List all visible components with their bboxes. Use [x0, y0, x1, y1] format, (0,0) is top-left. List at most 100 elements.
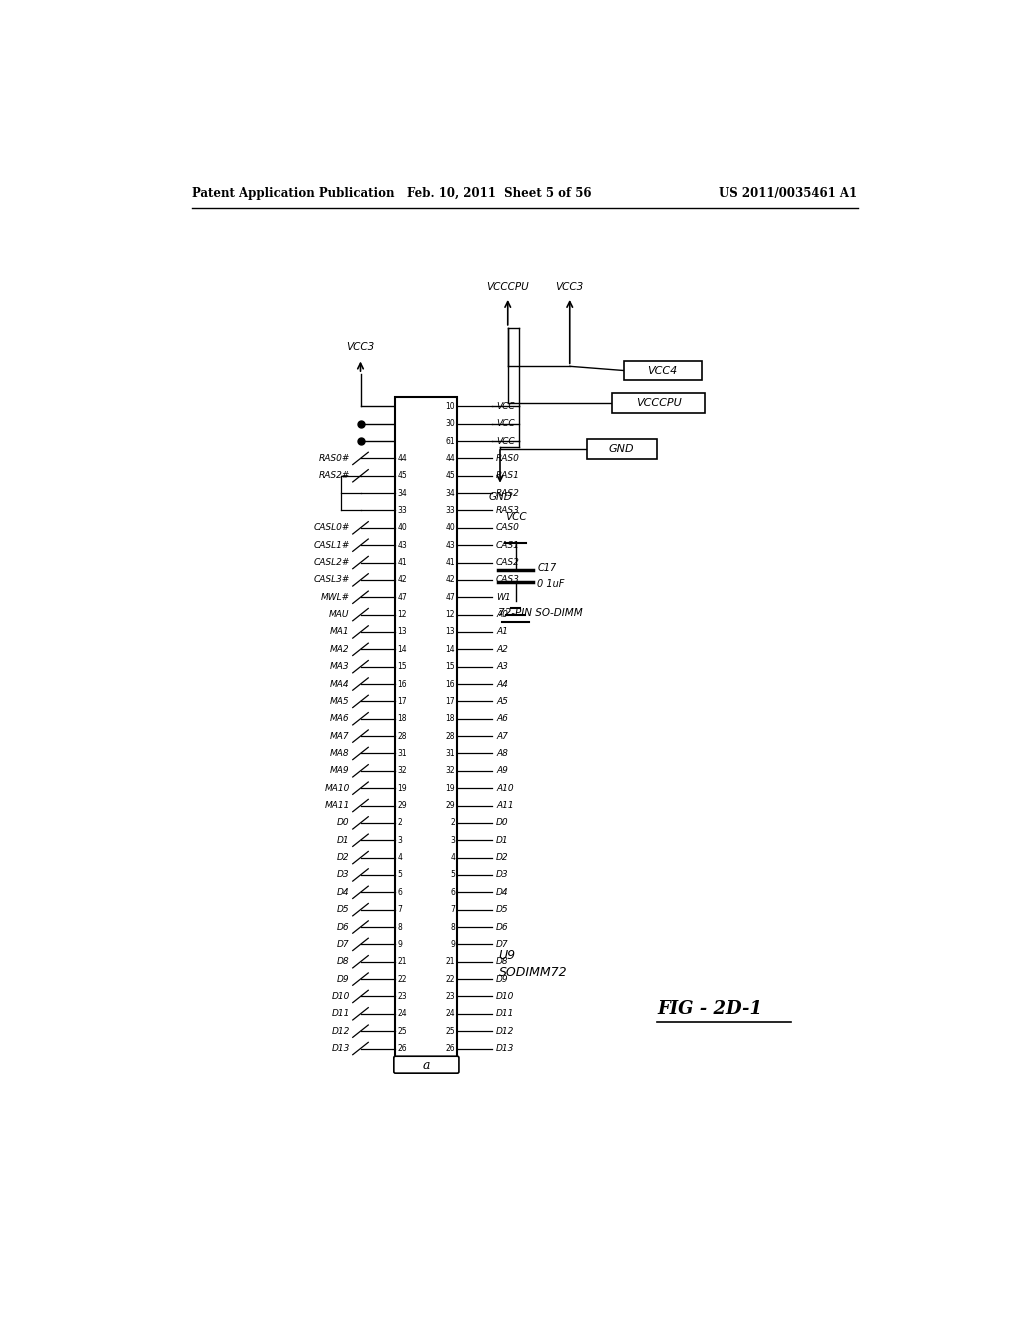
Text: MA4: MA4	[330, 680, 349, 689]
Text: 4: 4	[397, 853, 402, 862]
Text: MA1: MA1	[330, 627, 349, 636]
Text: 17: 17	[397, 697, 408, 706]
Text: SODIMM72: SODIMM72	[499, 966, 567, 979]
Text: D1: D1	[496, 836, 509, 845]
Text: VCC: VCC	[496, 420, 515, 428]
Text: 0 1uF: 0 1uF	[538, 579, 564, 589]
Text: 8: 8	[451, 923, 455, 932]
Text: 32: 32	[397, 767, 408, 775]
Bar	[587, 440, 656, 459]
Text: 22: 22	[445, 974, 455, 983]
Text: 41: 41	[445, 558, 455, 568]
Text: CASL2#: CASL2#	[313, 558, 349, 568]
Text: 33: 33	[445, 506, 455, 515]
Text: RAS2: RAS2	[496, 488, 520, 498]
Text: D6: D6	[496, 923, 509, 932]
Text: 29: 29	[397, 801, 408, 810]
Text: 33: 33	[397, 506, 408, 515]
Text: 13: 13	[445, 627, 455, 636]
Text: 4: 4	[451, 853, 455, 862]
Text: 29: 29	[445, 801, 455, 810]
Text: 21: 21	[397, 957, 408, 966]
Text: D8: D8	[496, 957, 509, 966]
Text: 25: 25	[445, 1027, 455, 1036]
Text: VCC: VCC	[496, 437, 515, 446]
Text: 6: 6	[451, 888, 455, 896]
Text: D12: D12	[496, 1027, 514, 1036]
Text: D4: D4	[496, 888, 509, 896]
Text: 25: 25	[397, 1027, 408, 1036]
Text: D0: D0	[496, 818, 509, 828]
Text: A10: A10	[496, 784, 514, 793]
Text: 44: 44	[445, 454, 455, 463]
Text: 26: 26	[445, 1044, 455, 1053]
Text: A0: A0	[496, 610, 508, 619]
Text: VCCCPU: VCCCPU	[486, 282, 529, 293]
Text: 17: 17	[445, 697, 455, 706]
Text: MA5: MA5	[330, 697, 349, 706]
Text: 15: 15	[397, 663, 408, 671]
Text: RAS0#: RAS0#	[318, 454, 349, 463]
Text: CAS1: CAS1	[496, 541, 520, 549]
Text: 2: 2	[397, 818, 402, 828]
Text: D13: D13	[496, 1044, 514, 1053]
Text: MA10: MA10	[325, 784, 349, 793]
Text: MAU: MAU	[329, 610, 349, 619]
Text: 21: 21	[445, 957, 455, 966]
Text: MA6: MA6	[330, 714, 349, 723]
Text: 15: 15	[445, 663, 455, 671]
Text: A1: A1	[496, 627, 508, 636]
Text: 34: 34	[397, 488, 408, 498]
Text: D2: D2	[496, 853, 509, 862]
Text: A8: A8	[496, 748, 508, 758]
Text: D10: D10	[332, 991, 349, 1001]
Text: 30: 30	[445, 420, 455, 428]
Text: MA8: MA8	[330, 748, 349, 758]
Text: 14: 14	[445, 645, 455, 653]
Text: D11: D11	[496, 1010, 514, 1018]
Text: 14: 14	[397, 645, 408, 653]
Text: 8: 8	[397, 923, 402, 932]
Bar	[612, 393, 706, 412]
Text: 31: 31	[397, 748, 408, 758]
Text: D1: D1	[337, 836, 349, 845]
Text: 12: 12	[397, 610, 408, 619]
Text: D13: D13	[332, 1044, 349, 1053]
Text: 23: 23	[445, 991, 455, 1001]
Text: 42: 42	[397, 576, 408, 585]
Text: MA11: MA11	[325, 801, 349, 810]
Text: 61: 61	[445, 437, 455, 446]
Text: FIG - 2D-1: FIG - 2D-1	[657, 1001, 762, 1018]
Text: 28: 28	[397, 731, 408, 741]
Text: D7: D7	[496, 940, 509, 949]
Text: 5: 5	[451, 870, 455, 879]
Text: RAS1: RAS1	[496, 471, 520, 480]
Text: GND: GND	[488, 492, 512, 502]
Text: D5: D5	[496, 906, 509, 915]
Text: US 2011/0035461 A1: US 2011/0035461 A1	[719, 186, 857, 199]
Text: 72-PIN SO-DIMM: 72-PIN SO-DIMM	[499, 607, 584, 618]
Text: 43: 43	[397, 541, 408, 549]
Text: 16: 16	[397, 680, 408, 689]
Text: D12: D12	[332, 1027, 349, 1036]
Text: 42: 42	[445, 576, 455, 585]
Text: CASL3#: CASL3#	[313, 576, 349, 585]
Text: VCC: VCC	[505, 512, 526, 521]
Text: 24: 24	[445, 1010, 455, 1018]
Text: 32: 32	[445, 767, 455, 775]
Text: D10: D10	[496, 991, 514, 1001]
Text: D2: D2	[337, 853, 349, 862]
Text: 31: 31	[445, 748, 455, 758]
Text: 40: 40	[445, 523, 455, 532]
Text: D8: D8	[337, 957, 349, 966]
Text: 18: 18	[445, 714, 455, 723]
FancyBboxPatch shape	[394, 1056, 459, 1073]
Text: 41: 41	[397, 558, 408, 568]
Text: D3: D3	[337, 870, 349, 879]
Text: 47: 47	[445, 593, 455, 602]
Text: 3: 3	[451, 836, 455, 845]
Text: A11: A11	[496, 801, 514, 810]
Text: VCCCPU: VCCCPU	[636, 397, 682, 408]
Text: 45: 45	[445, 471, 455, 480]
Text: 23: 23	[397, 991, 408, 1001]
